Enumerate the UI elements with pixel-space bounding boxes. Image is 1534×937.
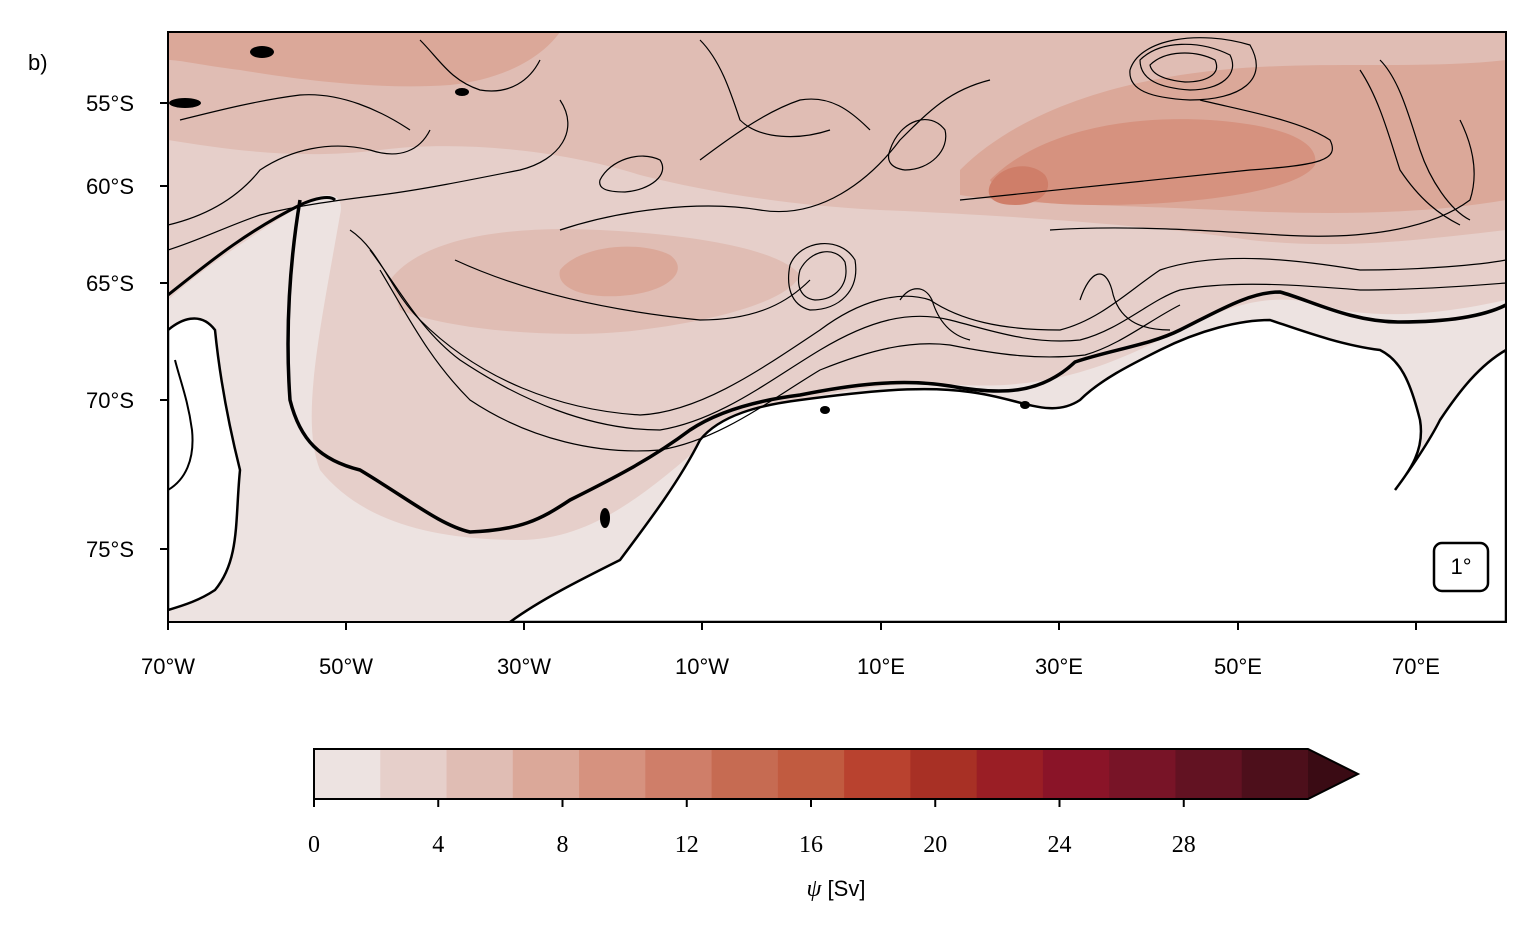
lat-label-55s: 55°S xyxy=(86,91,134,116)
colorbar-label: ψ [Sv] xyxy=(807,876,866,902)
lon-label-50e: 50°E xyxy=(1214,654,1262,679)
colorbar-swatch xyxy=(976,749,1044,799)
colorbar-swatch xyxy=(777,749,845,799)
colorbar-swatch xyxy=(380,749,448,799)
islands xyxy=(169,46,1030,528)
lon-label-50w: 50°W xyxy=(319,654,373,679)
colorbar-swatch xyxy=(1042,749,1110,799)
colorbar-swatches xyxy=(314,749,1309,799)
lon-label-10e: 10°E xyxy=(857,654,905,679)
colorbar-extend-arrow xyxy=(1308,749,1358,799)
colorbar-swatch xyxy=(314,749,381,799)
colorbar-tick-label: 4 xyxy=(432,832,444,858)
field-core-ne xyxy=(990,119,1316,205)
map-panel: 1° 55°S 60°S 65°S 70°S 75°S 70°W 50 xyxy=(86,31,1507,679)
lon-label-30e: 30°E xyxy=(1035,654,1083,679)
field-band-upper-west xyxy=(168,32,560,87)
colorbar-tick-label: 16 xyxy=(799,832,823,858)
colorbar-swatch xyxy=(512,749,580,799)
map-frame xyxy=(167,31,1507,623)
ice-shelf-front xyxy=(286,199,1506,534)
colorbar-tick-label: 24 xyxy=(1048,832,1072,858)
streamline-contours xyxy=(168,37,1506,452)
colorbar-swatch xyxy=(579,749,646,799)
lat-label-60s: 60°S xyxy=(86,174,134,199)
colorbar-tick-label: 12 xyxy=(675,832,699,858)
colorbar-tick-label: 28 xyxy=(1172,832,1196,858)
peninsula-coast-detail xyxy=(168,359,194,491)
colorbar: 0 4 8 12 16 20 24 28 ψ [Sv] xyxy=(308,748,1361,902)
lat-label-65s: 65°S xyxy=(86,271,134,296)
colorbar-ticks: 0 4 8 12 16 20 24 28 xyxy=(308,799,1196,858)
lon-label-10w: 10°W xyxy=(675,654,729,679)
lon-axis: 70°W 50°W 30°W 10°W 10°E 30°E 50°E 70°E xyxy=(141,622,1440,679)
field-gyre-core xyxy=(559,246,678,297)
colorbar-outline xyxy=(313,748,1361,800)
lat-axis: 55°S 60°S 65°S 70°S 75°S xyxy=(86,91,168,562)
colorbar-swatch xyxy=(446,749,514,799)
lat-label-70s: 70°S xyxy=(86,388,134,413)
svg-text:1°: 1° xyxy=(1450,554,1471,579)
colorbar-swatch xyxy=(910,749,978,799)
lat-label-75s: 75°S xyxy=(86,537,134,562)
colorbar-swatch xyxy=(1109,749,1177,799)
colorbar-swatch xyxy=(1241,749,1309,799)
psi-symbol: ψ xyxy=(807,876,823,902)
lon-label-70e: 70°E xyxy=(1392,654,1440,679)
colorbar-swatch xyxy=(1175,749,1243,799)
colorbar-swatch xyxy=(711,749,779,799)
peninsula-shelf-line xyxy=(168,196,337,297)
lon-label-30w: 30°W xyxy=(497,654,551,679)
colorbar-swatch xyxy=(844,749,911,799)
antarctic-continent xyxy=(507,318,1506,622)
colorbar-unit: [Sv] xyxy=(821,876,865,901)
colorbar-tick-label: 8 xyxy=(557,832,569,858)
antarctic-peninsula xyxy=(168,317,242,612)
lon-label-70w: 70°W xyxy=(141,654,195,679)
panel-label: b) xyxy=(28,50,48,75)
colorbar-swatch xyxy=(645,749,713,799)
resolution-badge: 1° xyxy=(1432,541,1490,593)
colorbar-tick-label: 20 xyxy=(923,832,947,858)
colorbar-tick-label: 0 xyxy=(308,832,320,858)
